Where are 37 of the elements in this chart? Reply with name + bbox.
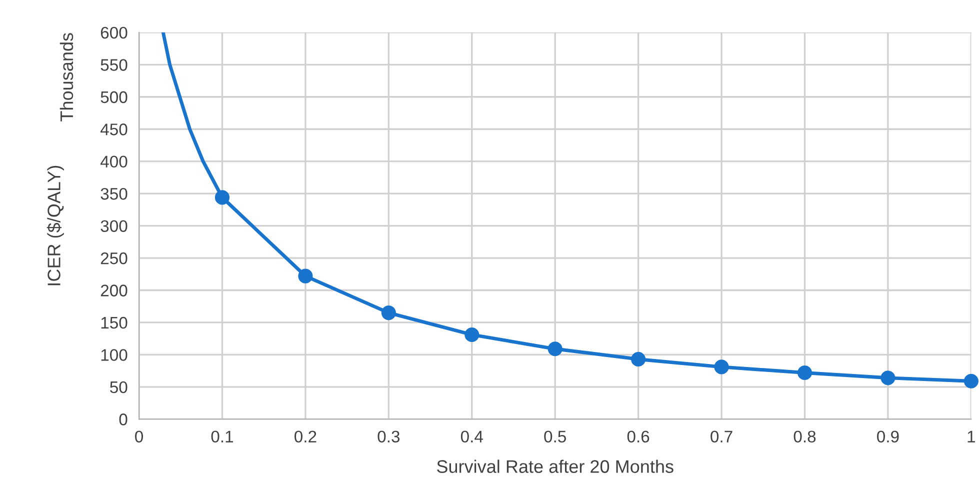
x-tick-label: 0.4 bbox=[460, 430, 483, 443]
y-tick-label: 50 bbox=[110, 381, 128, 394]
point bbox=[214, 190, 230, 205]
y-tick-label: 450 bbox=[100, 124, 128, 136]
y-axis-title: ICER ($/QALY) bbox=[46, 166, 64, 286]
y-tick-label: 500 bbox=[100, 91, 128, 104]
x-axis-title: Survival Rate after 20 Months bbox=[437, 460, 674, 473]
y-tick-label: 150 bbox=[101, 316, 128, 329]
x-tick-label: 0.1 bbox=[211, 430, 234, 443]
point bbox=[714, 360, 729, 374]
y-tick-label: 600 bbox=[100, 26, 128, 39]
point bbox=[880, 370, 896, 386]
x-tick-label: 0.5 bbox=[544, 430, 566, 443]
y-tick-label: 300 bbox=[100, 220, 128, 232]
y2-axis-title: Thousands bbox=[60, 33, 74, 122]
y-tick-label: 100 bbox=[101, 349, 128, 361]
y-tick-label: 200 bbox=[100, 284, 128, 296]
x-tick-label: 0.3 bbox=[378, 430, 400, 443]
y-tick-label: 350 bbox=[100, 188, 128, 200]
x-tick-label: 0.8 bbox=[794, 430, 816, 443]
x-tick-label: 0 bbox=[135, 430, 143, 443]
point bbox=[381, 306, 396, 320]
point bbox=[964, 374, 978, 388]
x-tick-label: 0.2 bbox=[294, 430, 316, 443]
y-tick-label: 400 bbox=[100, 156, 128, 168]
point bbox=[464, 327, 480, 342]
y-tick-label: 550 bbox=[100, 59, 128, 71]
point bbox=[797, 365, 812, 380]
point bbox=[298, 268, 313, 284]
point bbox=[548, 342, 562, 356]
x-tick-label: 0.6 bbox=[627, 430, 650, 443]
y-tick-label: 250 bbox=[100, 252, 128, 264]
x-tick-label: 1 bbox=[968, 430, 975, 442]
point bbox=[631, 352, 646, 366]
x-tick-label: 0.9 bbox=[877, 430, 899, 443]
y-tick-label: 0 bbox=[119, 414, 128, 426]
x-tick-label: 0.7 bbox=[710, 430, 732, 443]
